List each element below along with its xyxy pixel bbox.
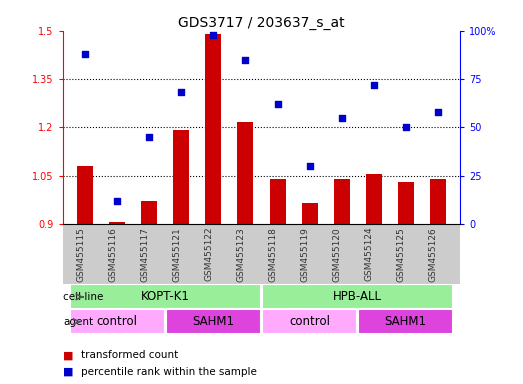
Point [274,101,282,107]
Bar [206,34,221,224]
Bar [77,166,93,224]
Text: transformed count: transformed count [81,350,178,360]
Bar [262,285,453,309]
Text: ■: ■ [63,350,73,360]
Text: GSM455126: GSM455126 [429,227,438,281]
Bar [269,179,286,224]
Text: cell line: cell line [63,292,104,302]
Text: GSM455123: GSM455123 [236,227,245,281]
Bar [358,309,453,334]
Bar [262,309,357,334]
Point [370,82,378,88]
Text: GSM455121: GSM455121 [173,227,181,281]
Bar [302,203,317,224]
Point [177,89,186,96]
Text: GSM455125: GSM455125 [397,227,406,281]
Text: ■: ■ [63,367,73,377]
Text: percentile rank within the sample: percentile rank within the sample [81,367,257,377]
Bar [334,179,350,224]
Bar [430,179,446,224]
Bar [70,309,165,334]
Point [305,163,314,169]
Bar [366,174,382,224]
Bar [109,222,126,224]
Title: GDS3717 / 203637_s_at: GDS3717 / 203637_s_at [178,16,345,30]
Bar [397,182,414,224]
Text: GSM455124: GSM455124 [365,227,374,281]
Text: GSM455118: GSM455118 [268,227,278,282]
Point [209,31,218,38]
Text: KOPT-K1: KOPT-K1 [141,290,190,303]
Text: GSM455122: GSM455122 [204,227,213,281]
Text: control: control [289,315,330,328]
Bar [237,122,254,224]
Text: SAHM1: SAHM1 [192,315,234,328]
Text: GSM455116: GSM455116 [108,227,117,282]
Text: GSM455115: GSM455115 [76,227,85,282]
Bar [141,201,157,224]
Bar [173,131,189,224]
Text: GSM455120: GSM455120 [333,227,342,281]
Text: control: control [97,315,138,328]
Text: agent: agent [63,317,94,327]
Bar [70,285,261,309]
Point [81,51,89,57]
Point [402,124,410,130]
Text: SAHM1: SAHM1 [385,315,427,328]
Point [434,109,442,115]
Point [241,56,249,63]
Point [337,114,346,121]
Text: GSM455117: GSM455117 [140,227,149,282]
Text: GSM455119: GSM455119 [301,227,310,282]
Point [113,197,121,204]
Bar [166,309,261,334]
Point [145,134,153,140]
Text: HPB-ALL: HPB-ALL [333,290,382,303]
